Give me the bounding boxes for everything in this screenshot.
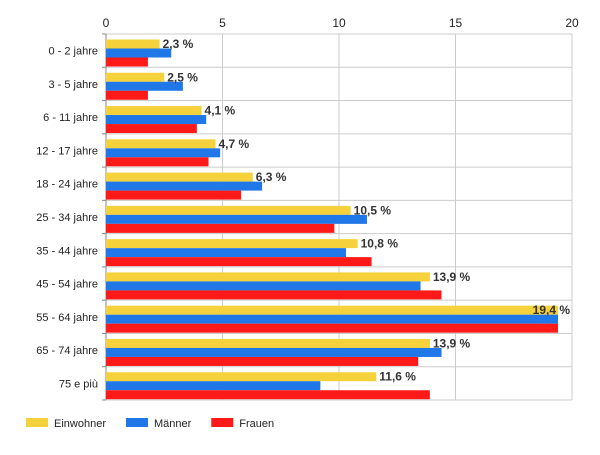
category-label: 65 - 74 jahre — [36, 345, 98, 357]
y-axis-categories: 0 - 2 jahre 3 - 5 jahre 6 - 11 jahre 12 - 1… — [36, 46, 98, 391]
bar-einwohner — [106, 139, 216, 149]
data-label: 13,9 % — [433, 270, 471, 284]
bar-m-nner — [106, 314, 559, 324]
data-label: 2,3 % — [163, 37, 194, 51]
category-label: 3 - 5 jahre — [48, 79, 98, 91]
category-label: 6 - 11 jahre — [43, 112, 98, 124]
bar-m-nner — [106, 181, 263, 191]
category-label: 35 - 44 jahre — [36, 245, 98, 257]
category-label: 55 - 64 jahre — [36, 312, 98, 324]
bar-einwohner — [106, 39, 160, 49]
data-label: 4,1 % — [205, 104, 236, 118]
category-label: 45 - 54 jahre — [36, 279, 98, 291]
legend-swatch — [211, 418, 234, 427]
bar-frauen — [106, 390, 430, 400]
bar-frauen — [106, 257, 372, 267]
bar-m-nner — [106, 381, 321, 391]
legend: Einwohner Männer Frauen — [26, 418, 274, 430]
bar-einwohner — [106, 106, 202, 116]
bar-frauen — [106, 57, 148, 67]
bar-einwohner — [106, 305, 559, 315]
bar-m-nner — [106, 81, 183, 91]
bar-einwohner — [106, 172, 253, 182]
category-label: 12 - 17 jahre — [36, 145, 98, 157]
bar-m-nner — [106, 115, 207, 125]
x-tick-label: 5 — [219, 16, 226, 30]
legend-swatch — [125, 418, 148, 427]
data-label: 6,3 % — [256, 170, 287, 184]
legend-swatch — [26, 418, 48, 427]
data-label: 19,4 % — [533, 303, 571, 317]
category-label: 25 - 34 jahre — [36, 212, 98, 224]
x-tick-label: 20 — [565, 16, 579, 30]
legend-label: Männer — [154, 418, 192, 430]
bar-einwohner — [106, 72, 165, 82]
category-label: 0 - 2 jahre — [48, 46, 98, 58]
bar-frauen — [106, 124, 197, 134]
legend-label: Frauen — [239, 418, 274, 430]
data-label: 2,5 % — [167, 70, 198, 84]
bar-frauen — [106, 223, 335, 233]
bar-einwohner — [106, 372, 377, 382]
bar-frauen — [106, 356, 419, 366]
bar-einwohner — [106, 272, 430, 282]
x-axis-ticks: 0 5 10 15 20 — [103, 16, 579, 30]
bar-m-nner — [106, 214, 367, 224]
data-label: 10,8 % — [361, 237, 399, 251]
gridlines — [102, 33, 573, 401]
bar-frauen — [106, 190, 242, 200]
bars — [106, 39, 559, 400]
bar-einwohner — [106, 239, 358, 249]
bar-einwohner — [106, 338, 430, 348]
data-label: 10,5 % — [354, 203, 392, 217]
bar-einwohner — [106, 205, 351, 215]
x-tick-label: 15 — [449, 16, 463, 30]
bar-m-nner — [106, 248, 346, 258]
bar-m-nner — [106, 347, 442, 357]
bar-m-nner — [106, 281, 421, 291]
bar-frauen — [106, 157, 209, 167]
category-label: 75 e più — [59, 378, 98, 390]
x-tick-label: 0 — [103, 16, 110, 30]
data-labels: 2,3 % 2,5 % 4,1 % 4,7 % 6,3 % 10,5 % 10,8 % 13,… — [163, 37, 571, 384]
data-label: 13,9 % — [433, 336, 471, 350]
data-label: 4,7 % — [219, 137, 250, 151]
bar-frauen — [106, 90, 148, 100]
data-label: 11,6 % — [379, 370, 416, 384]
bar-frauen — [106, 290, 442, 300]
legend-label: Einwohner — [54, 418, 106, 430]
category-label: 18 - 24 jahre — [36, 179, 98, 191]
bar-m-nner — [106, 148, 221, 158]
bar-frauen — [106, 323, 559, 333]
bar-m-nner — [106, 48, 172, 58]
x-tick-label: 10 — [332, 16, 346, 30]
